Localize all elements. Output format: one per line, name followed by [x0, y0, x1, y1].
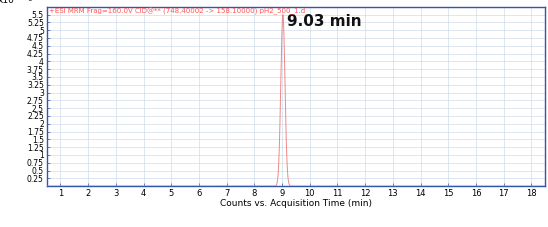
Text: 6: 6: [27, 0, 32, 2]
Text: x10: x10: [0, 0, 14, 5]
Text: 9.03 min: 9.03 min: [287, 14, 362, 29]
Text: +ESI MRM Frag=160.0V CID@** (748.40002 -> 158.10000) pH2_500_1.d: +ESI MRM Frag=160.0V CID@** (748.40002 -…: [49, 8, 305, 15]
X-axis label: Counts vs. Acquisition Time (min): Counts vs. Acquisition Time (min): [220, 199, 372, 208]
